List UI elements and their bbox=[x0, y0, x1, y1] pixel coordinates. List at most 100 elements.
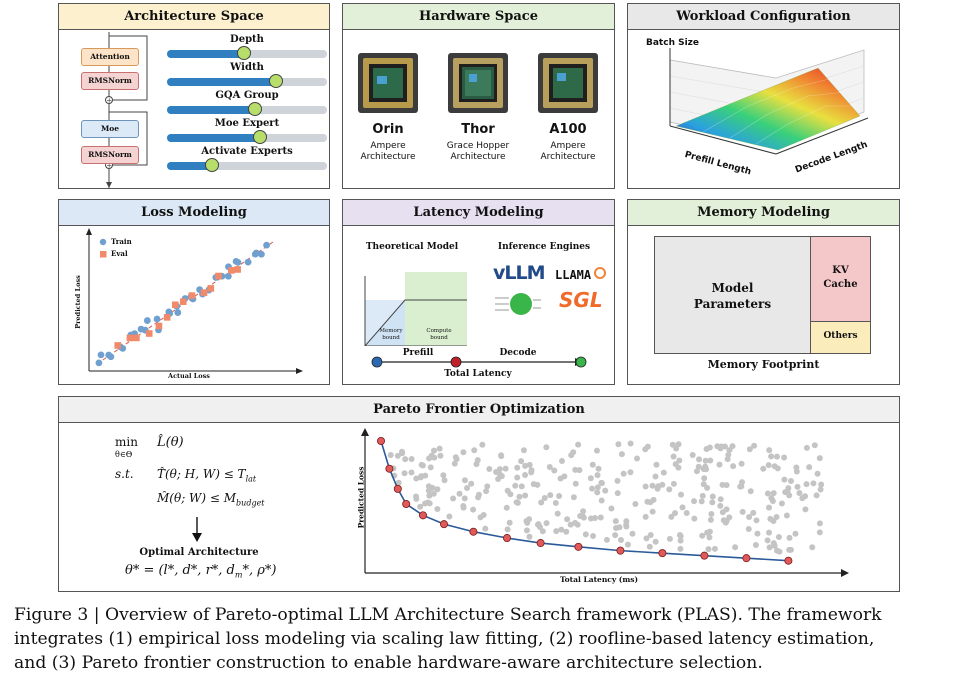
candidate-point bbox=[719, 481, 726, 488]
candidate-point bbox=[518, 458, 525, 465]
candidate-point bbox=[593, 447, 600, 454]
candidate-point bbox=[766, 529, 773, 536]
candidate-point bbox=[574, 521, 581, 528]
candidate-point bbox=[598, 479, 605, 486]
candidate-point bbox=[498, 452, 505, 459]
slider-track-3[interactable] bbox=[167, 130, 327, 144]
latency-constraint-text: T̂(θ; H, W) ≤ T bbox=[157, 467, 246, 481]
candidate-point bbox=[739, 508, 746, 515]
candidate-point bbox=[632, 500, 639, 507]
candidate-point bbox=[437, 452, 444, 459]
slider-knob-4[interactable] bbox=[204, 158, 219, 172]
caption-line-1: Figure 3 | Overview of Pareto-optimal LL… bbox=[14, 605, 882, 625]
candidate-point bbox=[543, 520, 550, 527]
candidate-point bbox=[594, 472, 601, 479]
llama-logo: LLAMA bbox=[555, 268, 592, 282]
candidate-point bbox=[591, 514, 598, 521]
workload-surface-plot bbox=[669, 48, 869, 155]
others-block: Others bbox=[810, 321, 871, 354]
candidate-point bbox=[623, 518, 630, 525]
optimal-formula-text: θ* = (l*, d*, r*, d bbox=[125, 563, 235, 578]
candidate-point bbox=[514, 464, 521, 471]
candidate-point bbox=[401, 470, 408, 477]
candidate-point bbox=[646, 543, 653, 550]
candidate-point bbox=[558, 526, 565, 533]
candidate-point bbox=[526, 461, 533, 468]
candidate-point bbox=[723, 506, 730, 513]
slider-knob-1[interactable] bbox=[268, 74, 283, 88]
candidate-point bbox=[699, 532, 706, 539]
candidate-point bbox=[436, 445, 443, 452]
candidate-point bbox=[627, 440, 634, 447]
candidate-point bbox=[668, 513, 675, 520]
kv-cache-block: KV Cache bbox=[810, 236, 871, 322]
candidate-point bbox=[506, 519, 513, 526]
candidate-point bbox=[523, 518, 530, 525]
frontier-point bbox=[742, 554, 751, 563]
slider-track-1[interactable] bbox=[167, 74, 327, 88]
slider-knob-2[interactable] bbox=[248, 102, 262, 116]
candidate-point bbox=[539, 528, 546, 535]
tensorrt-logo-icon bbox=[495, 293, 541, 315]
candidate-point bbox=[570, 449, 577, 456]
memory-modeling-title: Memory Modeling bbox=[628, 200, 899, 226]
eval-point bbox=[234, 266, 241, 273]
frontier-point bbox=[574, 542, 583, 551]
candidate-point bbox=[387, 452, 394, 459]
train-point bbox=[97, 351, 105, 359]
slider-fill-2 bbox=[167, 106, 255, 114]
candidate-point bbox=[677, 537, 684, 544]
st-label: s.t. bbox=[115, 467, 134, 481]
candidate-point bbox=[461, 477, 468, 484]
candidate-point bbox=[522, 462, 529, 469]
slider-fill-3 bbox=[167, 134, 260, 142]
slider-track-2[interactable] bbox=[167, 102, 327, 116]
candidate-point bbox=[778, 500, 785, 507]
slider-knob-3[interactable] bbox=[252, 130, 267, 144]
candidate-point bbox=[753, 517, 760, 524]
architecture-space-body: + + Attention RMSNorm Moe RMSNorm Depth W… bbox=[59, 30, 329, 188]
slider-label-2: GQA Group bbox=[215, 90, 279, 101]
candidate-point bbox=[402, 456, 409, 463]
slider-track-4[interactable] bbox=[167, 158, 327, 172]
llama-cpp-icon bbox=[594, 267, 606, 279]
candidate-point bbox=[418, 473, 425, 480]
architecture-space-panel: Architecture Space + + Attention RMSNorm… bbox=[58, 3, 330, 189]
candidate-point bbox=[678, 491, 685, 498]
candidate-point bbox=[603, 536, 610, 543]
train-point bbox=[174, 309, 182, 316]
candidate-point bbox=[582, 531, 589, 538]
frontier-point bbox=[393, 484, 402, 493]
candidate-point bbox=[700, 465, 707, 472]
chip-orin-sub1: Ampere bbox=[370, 141, 406, 151]
candidate-point bbox=[803, 481, 810, 488]
candidate-point bbox=[747, 488, 754, 495]
slider-track-0[interactable] bbox=[167, 46, 327, 60]
slider-label-3: Moe Expert bbox=[214, 118, 280, 129]
candidate-point bbox=[666, 535, 673, 542]
candidate-point bbox=[543, 444, 550, 451]
candidate-point bbox=[816, 520, 823, 527]
candidate-point bbox=[479, 441, 486, 448]
memory-bound-label: Memory bound bbox=[379, 328, 403, 341]
candidate-point bbox=[717, 445, 724, 452]
moe-block: Moe bbox=[81, 120, 139, 138]
hardware-space-title: Hardware Space bbox=[343, 4, 614, 30]
candidate-point bbox=[666, 486, 673, 493]
candidate-point bbox=[567, 521, 574, 528]
candidate-point bbox=[679, 504, 686, 511]
candidate-point bbox=[512, 482, 519, 489]
candidate-point bbox=[507, 491, 514, 498]
candidate-point bbox=[486, 466, 493, 473]
rmsnorm-block-2: RMSNorm bbox=[81, 146, 139, 164]
optimal-formula: θ* = (l*, d*, r*, dm*, ρ*) bbox=[125, 563, 276, 580]
train-point bbox=[258, 250, 265, 258]
candidate-point bbox=[417, 503, 424, 510]
candidate-point bbox=[774, 547, 781, 554]
candidate-point bbox=[614, 477, 621, 484]
candidate-point bbox=[717, 502, 724, 509]
chip-orin-name: Orin bbox=[372, 122, 404, 137]
slider-knob-0[interactable] bbox=[236, 46, 251, 60]
candidate-point bbox=[514, 474, 521, 481]
chip-a100-icon bbox=[538, 53, 598, 113]
